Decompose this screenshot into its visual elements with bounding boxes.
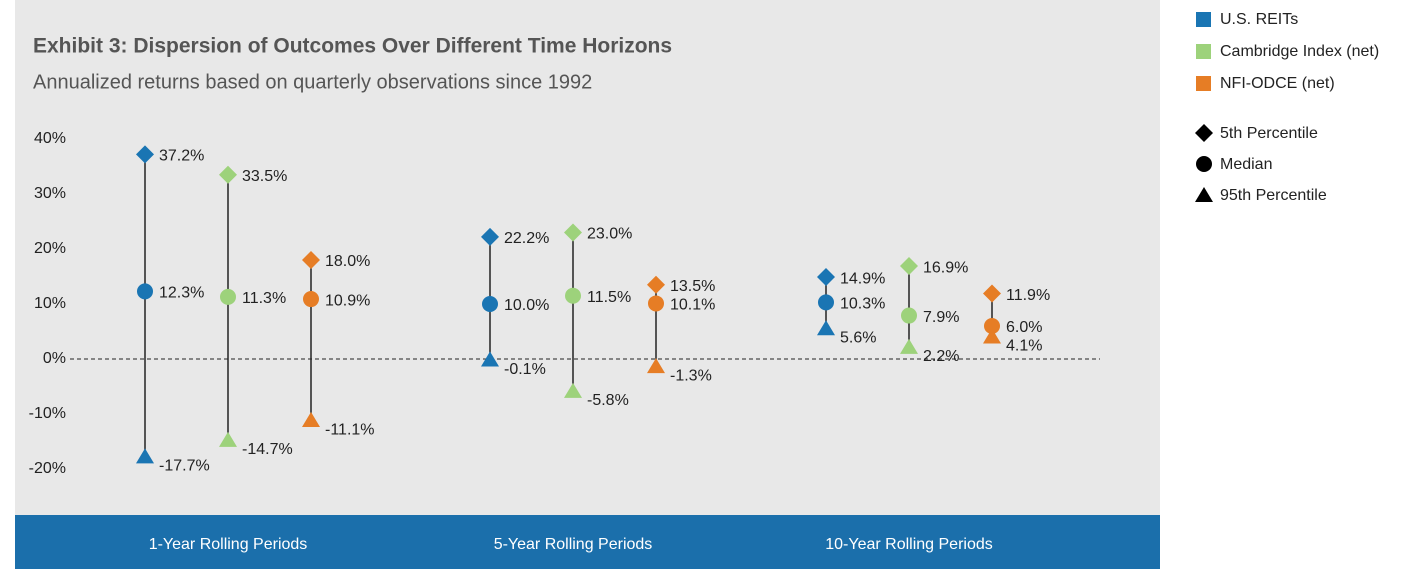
data-point xyxy=(136,145,154,164)
value-label: 10.1% xyxy=(670,297,715,314)
legend-swatch xyxy=(1196,44,1211,59)
category-label: 5-Year Rolling Periods xyxy=(494,536,653,553)
value-label: 11.9% xyxy=(1006,287,1050,304)
data-point xyxy=(302,412,320,428)
y-tick-label: 30% xyxy=(34,185,66,202)
value-label: -5.8% xyxy=(587,392,629,409)
legend-marker xyxy=(1196,156,1212,172)
value-label: 13.5% xyxy=(670,278,715,295)
data-point xyxy=(565,287,581,304)
value-label: 10.9% xyxy=(325,292,370,309)
data-point xyxy=(983,328,1001,344)
y-tick-label: 0% xyxy=(43,350,66,367)
value-label: 5.6% xyxy=(840,329,876,346)
data-point xyxy=(900,338,918,354)
value-label: 11.5% xyxy=(587,289,631,306)
legend-label: Cambridge Index (net) xyxy=(1220,43,1379,60)
value-label: -17.7% xyxy=(159,458,210,475)
value-label: -11.1% xyxy=(325,421,375,438)
legend-swatch xyxy=(1196,76,1211,91)
value-label: 12.3% xyxy=(159,285,204,302)
data-point xyxy=(648,295,664,312)
value-label: 10.0% xyxy=(504,297,549,314)
value-label: -1.3% xyxy=(670,367,712,384)
value-label: 37.2% xyxy=(159,148,204,165)
data-point xyxy=(136,448,154,464)
data-point xyxy=(137,283,153,300)
data-point xyxy=(900,257,918,276)
legend-marker xyxy=(1195,187,1213,202)
data-point xyxy=(984,318,1000,334)
value-label: 7.9% xyxy=(923,309,959,326)
legend-label: 95th Percentile xyxy=(1220,187,1327,204)
chart-subtitle: Annualized returns based on quarterly ob… xyxy=(33,71,592,93)
data-point xyxy=(302,251,320,269)
data-point xyxy=(817,268,835,287)
data-point xyxy=(647,275,665,294)
value-label: 14.9% xyxy=(840,270,885,287)
legend-label: NFI-ODCE (net) xyxy=(1220,75,1335,92)
data-point xyxy=(220,288,236,305)
value-label: 4.1% xyxy=(1006,338,1042,355)
plot-background xyxy=(15,0,1160,515)
legend-marker xyxy=(1195,124,1213,142)
data-point xyxy=(564,223,582,242)
legend-label: Median xyxy=(1220,156,1272,173)
data-point xyxy=(482,296,498,312)
value-label: 22.2% xyxy=(504,230,549,247)
value-label: 33.5% xyxy=(242,168,287,185)
value-label: 16.9% xyxy=(923,259,968,276)
value-label: 10.3% xyxy=(840,296,885,313)
y-tick-label: 20% xyxy=(34,240,66,257)
data-point xyxy=(303,291,319,308)
data-point xyxy=(219,165,237,184)
y-tick-label: 10% xyxy=(34,295,66,312)
data-point xyxy=(481,227,499,246)
value-label: 18.0% xyxy=(325,253,370,270)
value-label: 11.3% xyxy=(242,290,286,307)
legend-label: 5th Percentile xyxy=(1220,125,1318,142)
data-point xyxy=(481,351,499,367)
chart-title: Exhibit 3: Dispersion of Outcomes Over D… xyxy=(33,35,672,58)
data-point xyxy=(219,431,237,447)
data-point xyxy=(818,294,834,311)
value-label: -0.1% xyxy=(504,361,546,378)
category-band xyxy=(15,515,1160,569)
y-tick-label: -20% xyxy=(29,460,66,477)
legend-swatch xyxy=(1196,12,1211,27)
data-point xyxy=(983,284,1001,303)
category-label: 1-Year Rolling Periods xyxy=(149,536,308,553)
data-point xyxy=(901,307,917,324)
data-point xyxy=(647,358,665,374)
data-point xyxy=(817,320,835,336)
y-tick-label: -10% xyxy=(29,405,66,422)
value-label: 23.0% xyxy=(587,226,632,243)
value-label: 6.0% xyxy=(1006,319,1042,336)
value-label: -14.7% xyxy=(242,441,293,458)
category-label: 10-Year Rolling Periods xyxy=(825,536,993,553)
value-label: 2.2% xyxy=(923,348,959,365)
legend-label: U.S. REITs xyxy=(1220,11,1298,28)
y-tick-label: 40% xyxy=(34,130,66,147)
data-point xyxy=(564,382,582,398)
